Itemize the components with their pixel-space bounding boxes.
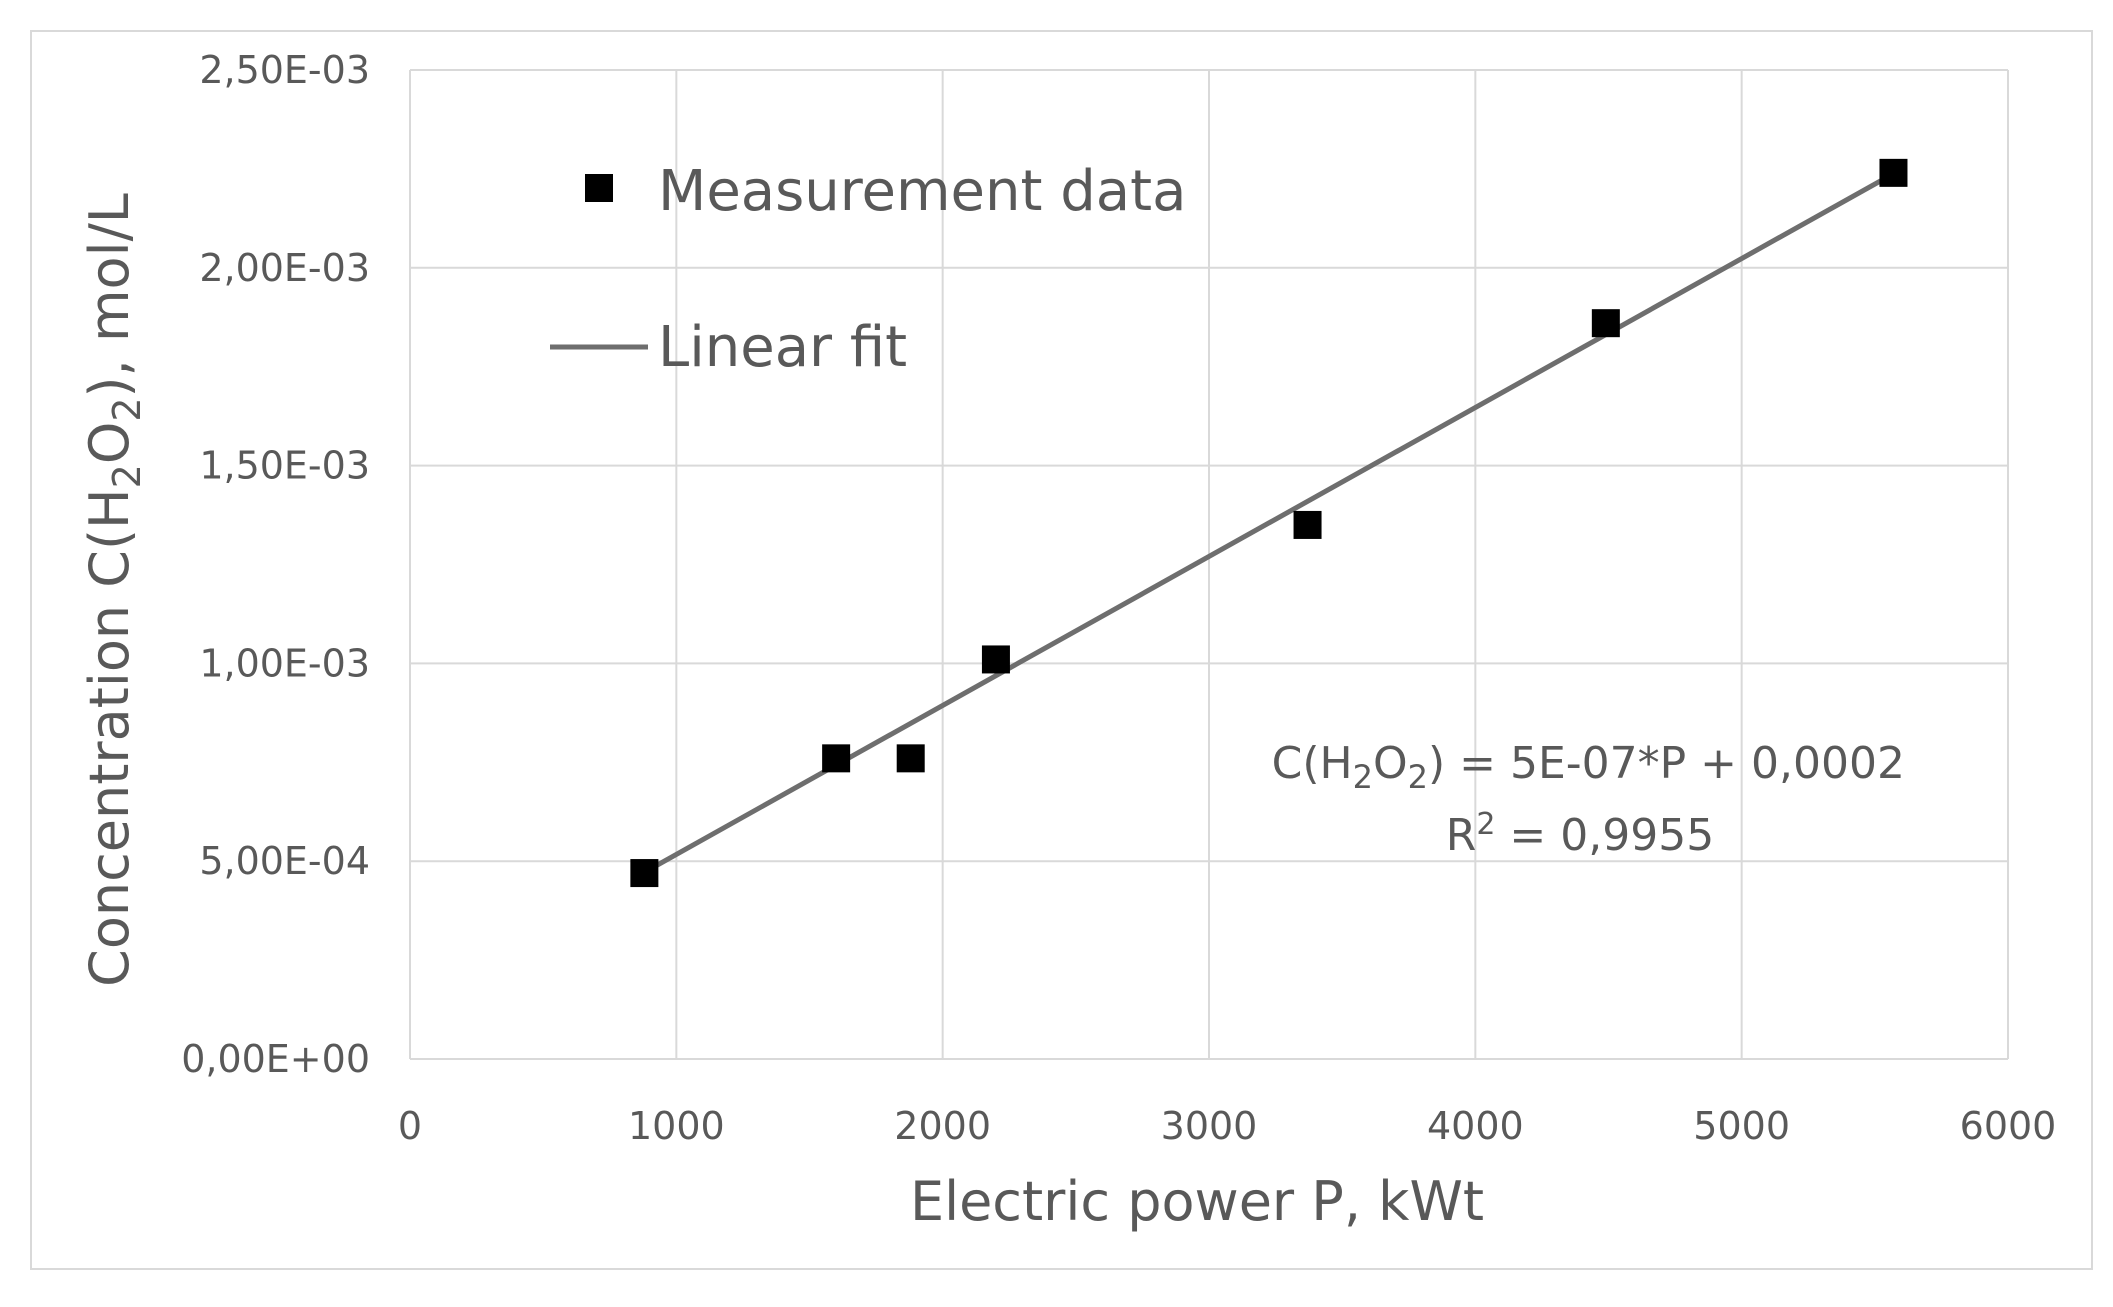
legend-label-linear-fit: Linear fit bbox=[658, 315, 907, 380]
y-tick-label: 1,00E-03 bbox=[199, 641, 370, 685]
x-tick-label: 5000 bbox=[1693, 1104, 1790, 1148]
chart-frame bbox=[30, 30, 2093, 1270]
scatter-points bbox=[630, 158, 1908, 888]
data-point bbox=[1591, 309, 1620, 338]
y-tick-label: 1,50E-03 bbox=[199, 444, 370, 488]
x-axis-title: Electric power P, kWt bbox=[910, 1170, 1484, 1233]
y-tick-label: 0,00E+00 bbox=[181, 1037, 370, 1081]
x-tick-label: 0 bbox=[398, 1104, 422, 1148]
data-point bbox=[981, 645, 1010, 674]
trendline-equation: C(H2O2) = 5E-07*P + 0,0002 bbox=[1272, 738, 1905, 796]
x-tick-label: 3000 bbox=[1161, 1104, 1258, 1148]
x-tick-label: 4000 bbox=[1427, 1104, 1524, 1148]
y-tick-label: 5,00E-04 bbox=[199, 839, 370, 883]
x-tick-label: 1000 bbox=[628, 1104, 725, 1148]
legend-marker-measurement bbox=[585, 174, 613, 202]
x-tick-label: 6000 bbox=[1960, 1104, 2057, 1148]
y-tick-labels: 0,00E+00 5,00E-04 1,00E-03 1,50E-03 2,00E-03… bbox=[181, 48, 370, 1081]
x-tick-labels: 0 1000 2000 3000 4000 5000 6000 bbox=[398, 1104, 2056, 1148]
legend: Measurement data Linear fit bbox=[550, 159, 1186, 380]
data-point bbox=[822, 744, 851, 773]
y-axis-title: Concentration C(H2O2), mol/L bbox=[78, 193, 149, 987]
legend-label-measurement: Measurement data bbox=[658, 159, 1186, 224]
x-tick-label: 2000 bbox=[894, 1104, 991, 1148]
data-point bbox=[896, 744, 925, 773]
trendline-annotation: C(H2O2) = 5E-07*P + 0,0002 R2 = 0,9955 bbox=[1272, 738, 1905, 861]
gridlines bbox=[409, 69, 2009, 1060]
y-tick-label: 2,50E-03 bbox=[199, 48, 370, 92]
y-tick-label: 2,00E-03 bbox=[199, 246, 370, 290]
data-point bbox=[1879, 158, 1908, 187]
linear-fit-group bbox=[643, 171, 1895, 875]
linear-fit-line bbox=[643, 171, 1895, 875]
trendline-r-squared: R2 = 0,9955 bbox=[1446, 807, 1714, 861]
data-point bbox=[630, 859, 659, 888]
data-point bbox=[1293, 510, 1322, 539]
